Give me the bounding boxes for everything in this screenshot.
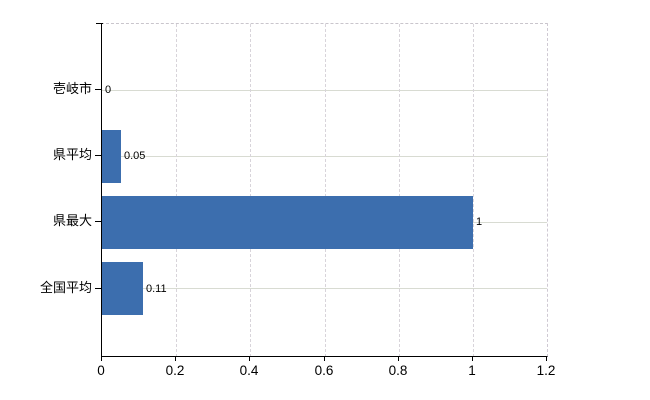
category-label: 県平均 <box>52 147 92 162</box>
x-axis-tick-label: 0 <box>97 363 105 378</box>
y-axis-tick <box>95 155 102 156</box>
category-label: 県最大 <box>52 213 92 228</box>
y-axis-tick <box>95 287 102 289</box>
bar-value-label: 0.05 <box>124 150 146 162</box>
gridline-vertical <box>176 24 177 356</box>
gridline-vertical <box>399 24 400 356</box>
plot-area: 0 0.05 1 0.11 <box>101 23 548 357</box>
x-axis-tick <box>249 356 250 361</box>
bar <box>102 195 473 249</box>
x-axis-tick <box>546 356 547 361</box>
x-axis-tick-label: 0.4 <box>239 363 259 378</box>
x-axis-tick <box>101 356 102 361</box>
gridline-vertical <box>473 24 474 356</box>
bar <box>102 129 121 183</box>
y-axis-tick <box>95 89 102 90</box>
gridline-horizontal <box>102 155 547 157</box>
bar-value-label: 0.11 <box>146 282 167 295</box>
bar <box>102 262 143 315</box>
gridline-vertical <box>325 24 326 356</box>
x-axis-tick <box>398 356 399 361</box>
x-axis-tick-label: 0.8 <box>388 363 408 378</box>
gridline-vertical <box>250 24 251 356</box>
gridline-horizontal <box>102 288 547 289</box>
category-label: 壱岐市 <box>52 81 92 96</box>
x-axis-tick-label: 0.6 <box>314 363 334 378</box>
category-label: 全国平均 <box>39 279 92 295</box>
bar-value-label: 1 <box>476 216 483 228</box>
x-axis-tick-label: 1 <box>468 363 476 378</box>
y-axis-tick <box>95 221 102 222</box>
x-axis-tick <box>324 356 325 361</box>
x-axis-tick <box>175 356 176 361</box>
x-axis-tick-label: 1.2 <box>536 363 556 378</box>
x-axis-tick <box>472 356 473 361</box>
x-axis-tick-label: 0.2 <box>165 363 185 378</box>
bar-value-label: 0 <box>105 84 112 96</box>
gridline-horizontal <box>102 89 547 91</box>
y-axis-end-tick <box>96 23 103 24</box>
